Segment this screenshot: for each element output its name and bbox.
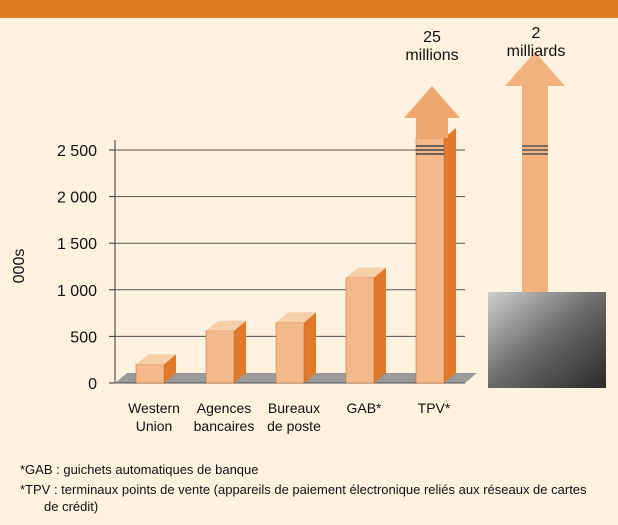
bar xyxy=(415,137,445,384)
bar xyxy=(345,277,375,384)
bar-top xyxy=(206,320,246,331)
bar-top xyxy=(276,312,316,323)
bar-side xyxy=(444,128,456,383)
footnote: *GAB : guichets automatiques de banque xyxy=(20,462,259,477)
y-tick-label: 1 000 xyxy=(57,283,97,300)
photo xyxy=(488,292,606,388)
y-axis-label: 000s xyxy=(11,249,28,284)
bar-side xyxy=(304,312,316,383)
value-label: 25 millions xyxy=(405,29,458,64)
y-tick-label: 500 xyxy=(70,329,97,346)
chart: 000s 0 500 1 000 1 500 2 000 2 500 Western Unio… xyxy=(11,25,606,434)
bar-side xyxy=(164,354,176,383)
arrow xyxy=(505,52,565,292)
bar-group xyxy=(345,267,386,384)
bar xyxy=(135,364,165,384)
arrow-label: 2 milliards xyxy=(507,25,566,60)
bar-side xyxy=(374,267,386,383)
bar xyxy=(205,330,235,384)
x-tick-label: TPV* xyxy=(418,400,451,416)
bar-group xyxy=(275,312,316,384)
bar-group xyxy=(205,320,246,384)
x-tick-label: Bureaux de poste xyxy=(267,400,321,434)
bar xyxy=(275,322,305,384)
bar-top xyxy=(346,267,386,278)
bar-group xyxy=(135,354,176,384)
x-tick-label: GAB* xyxy=(346,400,382,416)
bar-side xyxy=(234,320,246,383)
header-band xyxy=(0,0,618,18)
y-tick-label: 0 xyxy=(88,376,97,393)
y-tick-label: 2 000 xyxy=(57,190,97,207)
bar-arrow xyxy=(404,86,460,138)
y-tick-label: 2 500 xyxy=(57,143,97,160)
bar-group xyxy=(404,86,460,384)
x-tick-label: Western Union xyxy=(128,400,180,434)
footnote: *TPV : terminaux points de vente (appare… xyxy=(20,482,587,514)
y-tick-label: 1 500 xyxy=(57,236,97,253)
x-tick-label: Agences bancaires xyxy=(194,400,255,434)
bar-top xyxy=(136,354,176,365)
